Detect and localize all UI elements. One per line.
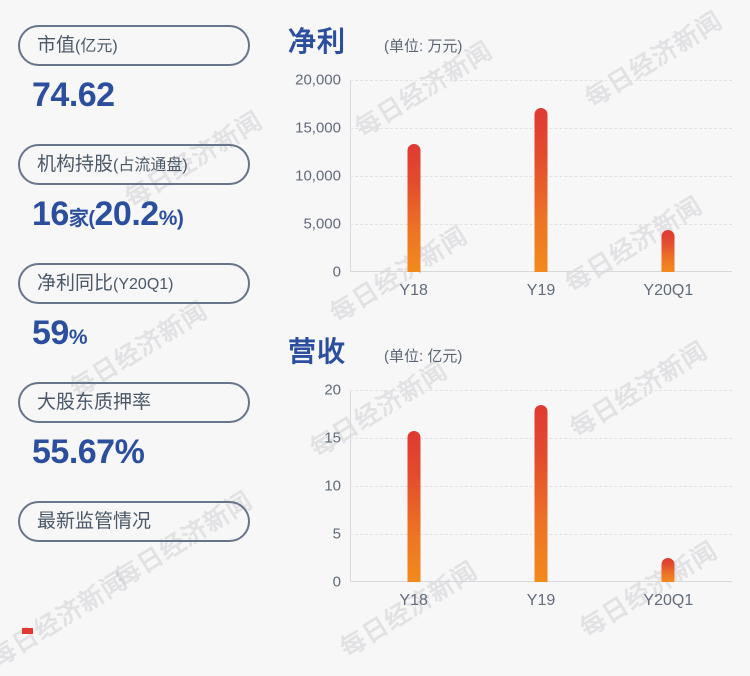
bar-Y20Q1 [661,558,675,582]
chart-plot-area: 0 5,000 10,000 15,000 20,000 Y18 Y19 Y20Q1 [295,72,732,299]
x-axis-tick-label: Y20Q1 [643,282,694,299]
metric-value-market-cap: 74.62 [32,76,115,114]
y-axis-tick-label: 20,000 [295,71,341,89]
red-marker [22,628,33,634]
bar-Y18 [407,144,421,272]
x-axis-tick-label: Y18 [399,282,428,299]
y-axis-tick-label: 5 [332,525,341,543]
metric-label-text: 大股东质押率 [37,392,152,413]
metric-latest-regulation: 最新监管情况 [18,501,250,542]
metric-value-institutional-holding: 16家(20.2%) [32,195,184,233]
y-axis-tick-label: 10,000 [295,167,341,185]
metric-label-text: 市值(亿元) [37,35,118,56]
chart-plot-area: 0 5 10 15 20 Y18 Y19 Y20Q1 [324,382,732,609]
metric-institutional-holding: 机构持股(占流通盘) 16家(20.2%) [18,144,250,233]
x-axis-tick-label: Y19 [526,282,556,299]
bar-Y19 [534,405,548,582]
gridline [350,80,732,81]
gridline [350,390,732,391]
metric-label-text: 最新监管情况 [37,511,152,532]
chart-header: 营收 (单位: 亿元) [288,338,462,366]
x-axis-tick-label: Y19 [526,592,556,609]
metrics-column: 市值(亿元) 74.62 机构持股(占流通盘) 16家(20.2%) 净利同比(… [0,0,272,676]
metric-market-cap: 市值(亿元) 74.62 [18,25,250,114]
chart-unit-label: (单位: 万元) [384,38,463,55]
metric-label-pill-institutional-holding[interactable]: 机构持股(占流通盘) [18,144,250,185]
metric-label-pill-latest-regulation[interactable]: 最新监管情况 [18,501,250,542]
metric-label-text: 机构持股(占流通盘) [37,154,188,175]
metric-label-pill-market-cap[interactable]: 市值(亿元) [18,25,250,66]
metric-label-pill-net-profit-yoy[interactable]: 净利同比(Y20Q1) [18,263,250,304]
chart-unit-label: (单位: 亿元) [384,348,463,365]
bar-Y19 [534,107,548,272]
metric-pledge-ratio: 大股东质押率 55.67% [18,382,250,471]
x-axis-tick-label: Y20Q1 [643,592,694,609]
y-axis-tick-label: 0 [332,263,341,281]
metric-label-pill-pledge-ratio[interactable]: 大股东质押率 [18,382,250,423]
chart-header: 净利 (单位: 万元) [288,28,462,56]
y-axis-tick-label: 10 [324,477,341,495]
y-axis-tick-label: 15 [324,429,341,447]
metric-value-net-profit-yoy: 59% [32,314,88,352]
metric-label-text: 净利同比(Y20Q1) [37,273,174,294]
chart-title: 净利 [288,26,347,57]
metric-net-profit-yoy: 净利同比(Y20Q1) 59% [18,263,250,352]
chart-title: 营收 [288,336,347,367]
y-axis-tick-label: 0 [332,573,341,591]
chart-revenue: 营收 (单位: 亿元) 0 5 10 15 20 Y18 Y19 Y20Q1 [288,338,732,618]
y-axis-tick-label: 20 [324,381,341,399]
chart-net-profit: 净利 (单位: 万元) 0 5,000 10,000 15,000 20,000 Y18 Y… [288,28,732,308]
metric-value-pledge-ratio: 55.67% [32,433,145,471]
bar-Y18 [407,431,421,582]
y-axis-tick-label: 5,000 [303,215,341,233]
y-axis-tick-label: 15,000 [295,119,341,137]
x-axis-tick-label: Y18 [399,592,428,609]
bar-Y20Q1 [661,229,675,272]
